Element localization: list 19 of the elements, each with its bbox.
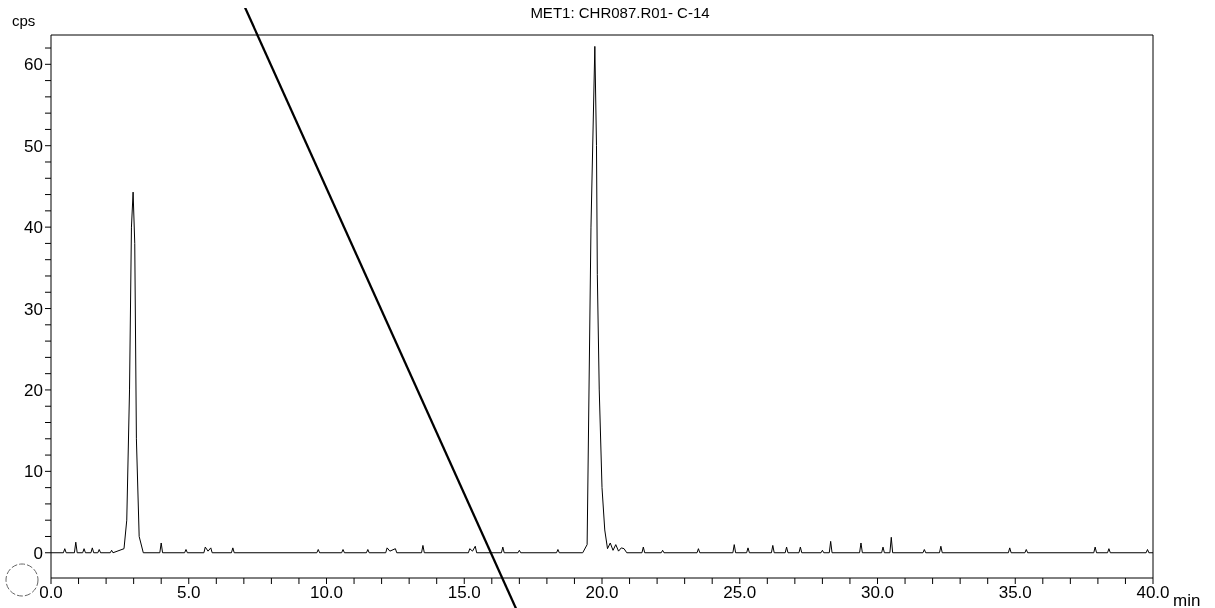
y-tick-label: 20: [24, 380, 43, 400]
y-tick-label: 10: [24, 462, 43, 482]
y-tick-label: 0: [33, 543, 43, 563]
x-tick-label: 40.0: [1136, 583, 1170, 603]
x-tick-label: 35.0: [998, 583, 1032, 603]
x-tick-label: 15.0: [447, 583, 481, 603]
y-tick-label: 30: [24, 299, 43, 319]
y-tick-label: 50: [24, 136, 43, 156]
x-tick-label: 25.0: [723, 583, 757, 603]
x-tick-label: 30.0: [860, 583, 895, 603]
chart-title: MET1: CHR087.R01- C-14: [530, 4, 710, 21]
y-tick-label: 60: [24, 55, 43, 75]
x-tick-label: 10.0: [309, 583, 344, 603]
x-axis-title: min: [1173, 591, 1201, 608]
x-tick-label: 0.0: [39, 583, 63, 603]
x-tick-label: 5.0: [176, 583, 201, 603]
y-axis-title: cps: [12, 12, 36, 29]
y-tick-label: 40: [24, 218, 43, 238]
x-tick-label: 20.0: [585, 583, 619, 603]
